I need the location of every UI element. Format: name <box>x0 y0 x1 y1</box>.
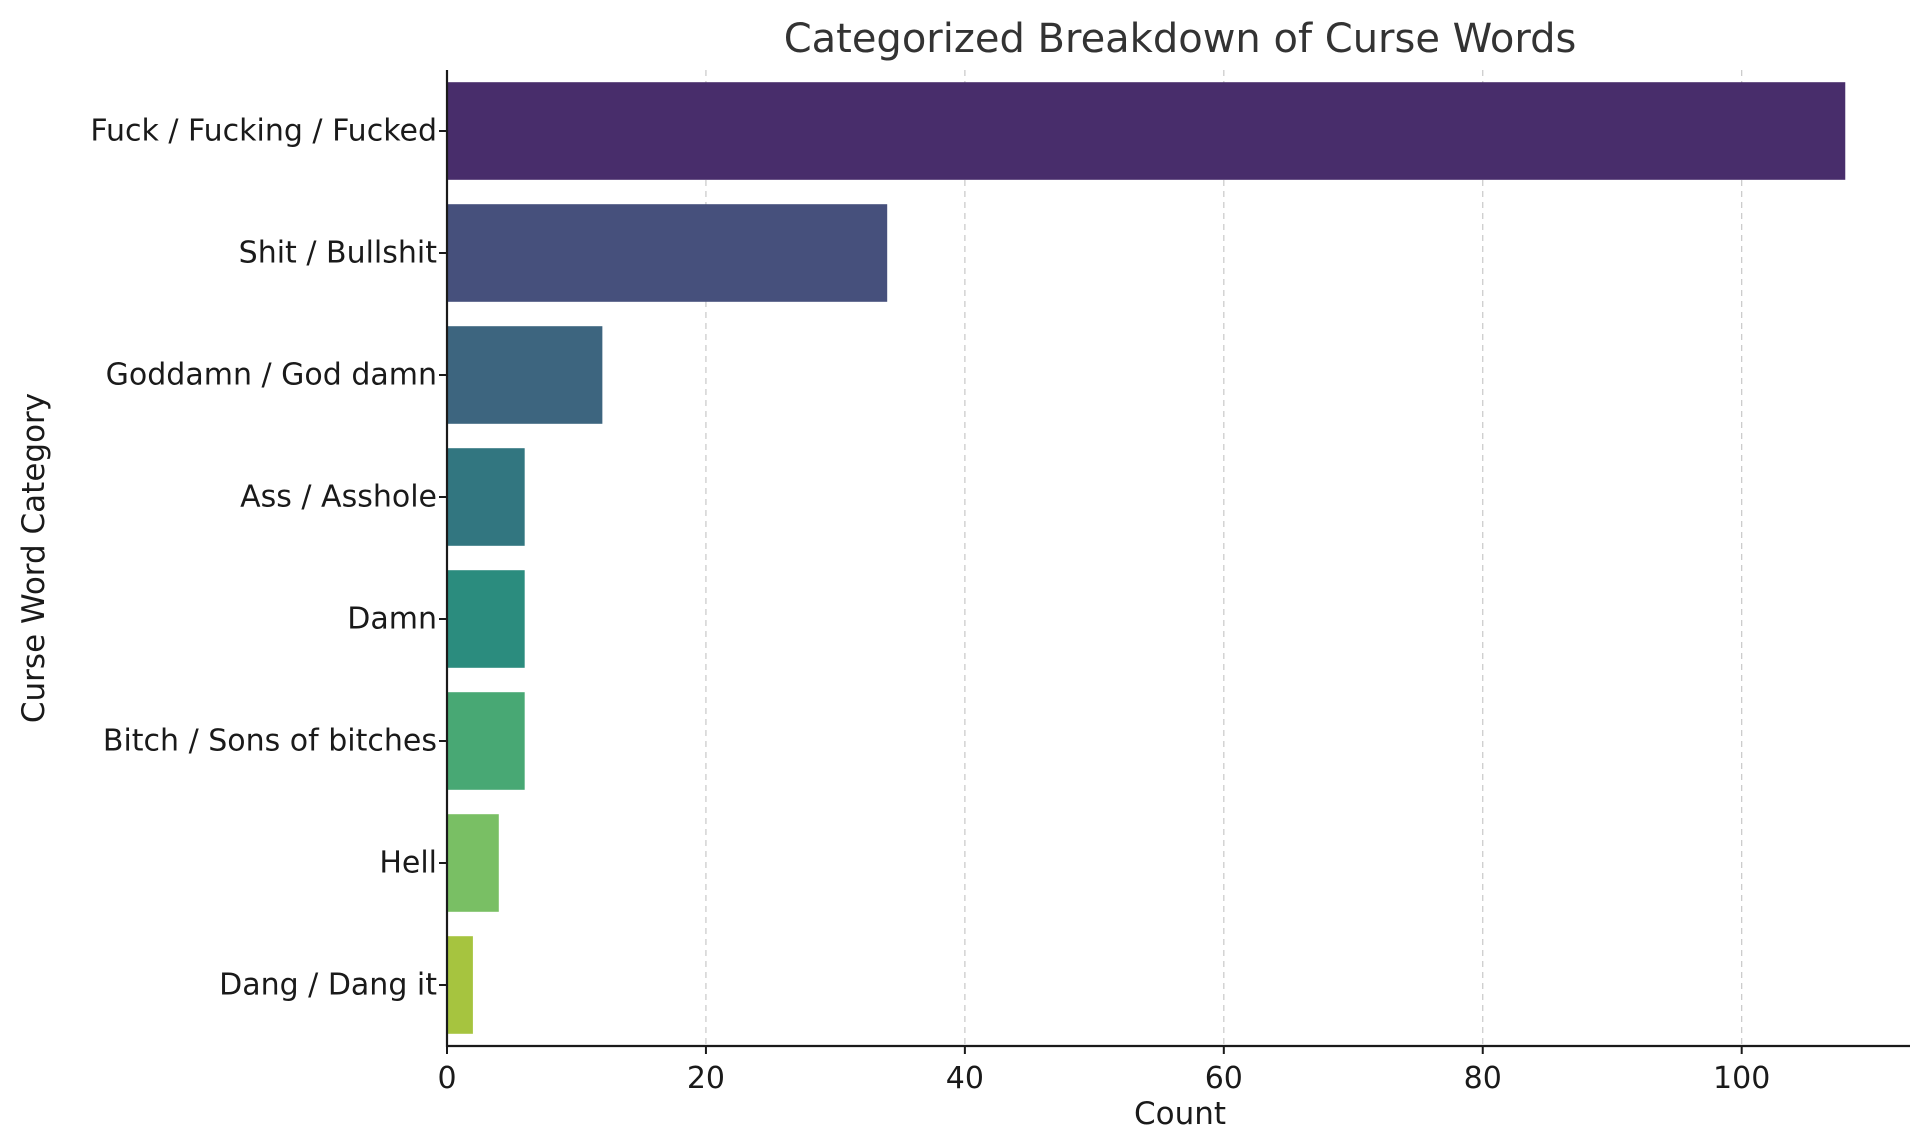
y-tick-label: Shit / Bullshit <box>239 236 438 271</box>
y-axis-ticks: Fuck / Fucking / Fucked Shit / Bullshit Go… <box>90 114 447 1003</box>
chart-title: Categorized Breakdown of Curse Words <box>784 16 1577 62</box>
bars <box>447 82 1846 1034</box>
y-tick-label: Bitch / Sons of bitches <box>103 724 437 759</box>
axes <box>445 70 1910 1048</box>
bar-5 <box>447 692 525 790</box>
bar-7 <box>447 936 473 1034</box>
bar-4 <box>447 570 525 668</box>
y-tick-label: Fuck / Fucking / Fucked <box>90 114 437 149</box>
x-tick-label: 60 <box>1205 1061 1243 1096</box>
x-tick-label: 0 <box>437 1061 456 1096</box>
x-tick-label: 40 <box>946 1061 984 1096</box>
bar-6 <box>447 814 499 912</box>
y-tick-label: Ass / Asshole <box>240 480 437 515</box>
x-axis-label: Count <box>1134 1096 1226 1132</box>
y-tick-label: Damn <box>347 602 437 637</box>
y-axis-label: Curse Word Category <box>16 393 52 723</box>
x-tick-label: 80 <box>1464 1061 1502 1096</box>
x-tick-label: 100 <box>1713 1061 1770 1096</box>
bar-3 <box>447 448 525 546</box>
x-axis-ticks: 0 20 40 60 80 100 <box>437 1046 1770 1096</box>
bar-2 <box>447 326 603 424</box>
y-tick-label: Hell <box>379 846 437 881</box>
bar-0 <box>447 82 1846 180</box>
grid-lines <box>705 70 1743 1046</box>
bar-1 <box>447 204 888 302</box>
x-tick-label: 20 <box>687 1061 725 1096</box>
y-tick-label: Goddamn / God damn <box>106 358 437 393</box>
y-tick-label: Dang / Dang it <box>219 968 437 1003</box>
